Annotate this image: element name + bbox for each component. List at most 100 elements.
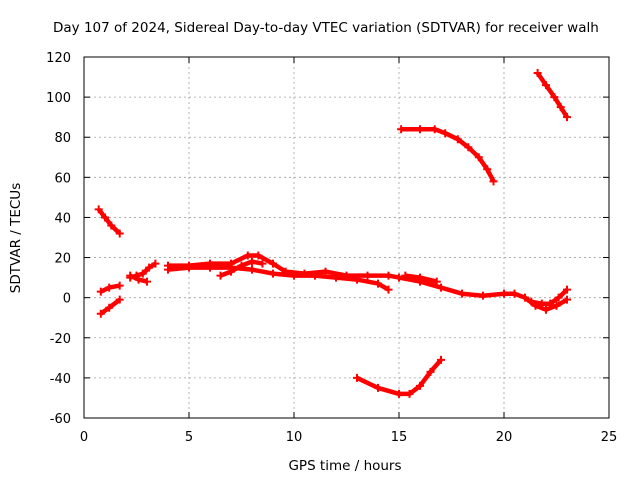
data-point (426, 367, 435, 376)
data-point (479, 291, 487, 300)
data-point (552, 301, 561, 310)
data-point (437, 283, 445, 292)
x-tick-label: 20 (496, 430, 513, 445)
series-arc-13 (533, 69, 571, 122)
x-axis-label: GPS time / hours (288, 458, 401, 474)
data-point (105, 303, 114, 312)
data-point (216, 271, 225, 280)
series-arc-10 (527, 285, 571, 308)
data-point (432, 277, 441, 286)
x-tick-label: 15 (391, 430, 408, 445)
data-point (96, 309, 105, 318)
series-arc-5 (126, 271, 151, 286)
y-tick-label: -40 (50, 372, 71, 387)
data-point (563, 113, 571, 122)
plot-frame (83, 56, 610, 419)
y-tick-label: -60 (50, 412, 71, 427)
data-point (237, 261, 246, 270)
data-point (107, 221, 116, 230)
data-point (151, 259, 160, 268)
data-point (374, 383, 382, 392)
data-point (115, 281, 124, 290)
series-arc-7 (164, 251, 571, 314)
data-point (143, 277, 151, 286)
data-point (115, 229, 124, 238)
data-point (563, 285, 571, 294)
data-point (500, 289, 508, 298)
series-arc-3 (96, 295, 124, 318)
data-point (458, 289, 466, 298)
data-point (206, 259, 214, 268)
y-tick-label: 40 (54, 211, 71, 226)
series-arc-2 (96, 281, 124, 296)
data-point (101, 213, 109, 222)
data-point (281, 267, 290, 276)
y-tick-label: 100 (46, 91, 71, 106)
data-point (145, 263, 154, 272)
axis-ticks: 0 5 10 15 20 25 -60 -40 -20 0 20 40 60 80 100 120 (46, 51, 617, 445)
y-tick-label: 80 (54, 131, 71, 146)
data-point (430, 125, 439, 134)
data-point (227, 267, 235, 276)
data-point (185, 261, 193, 270)
data-point (464, 143, 473, 152)
data-point (269, 259, 277, 268)
data-point (537, 299, 546, 308)
data-point (550, 93, 559, 102)
data-point (248, 257, 256, 266)
y-tick-label: 120 (46, 51, 71, 66)
data-point (138, 269, 147, 278)
data-point (416, 125, 424, 134)
data-point (94, 205, 103, 214)
x-tick-label: 0 (80, 430, 88, 445)
series-line (96, 208, 122, 236)
data-point (269, 269, 277, 278)
data-point (164, 261, 172, 270)
data-point (554, 293, 563, 302)
data-point (453, 135, 462, 144)
series-arc-9 (401, 271, 441, 286)
data-point (556, 103, 565, 112)
data-point (527, 297, 536, 306)
data-point (134, 275, 143, 284)
x-tick-label: 10 (286, 430, 303, 445)
data-point (416, 273, 424, 282)
data-point (395, 389, 403, 398)
data-point (227, 259, 235, 268)
data-point (542, 81, 550, 90)
data-point (563, 295, 571, 304)
data-point (321, 267, 330, 276)
data-point (401, 271, 410, 280)
data-point (342, 271, 351, 280)
data-point (248, 265, 256, 274)
data-point (474, 153, 483, 162)
data-point (126, 271, 135, 280)
data-point (243, 251, 252, 260)
data-point (437, 355, 445, 364)
data-point (374, 279, 382, 288)
y-tick-label: 60 (54, 171, 71, 186)
data-point (353, 373, 361, 382)
data-point (489, 177, 498, 186)
data-point (300, 269, 309, 278)
data-point (254, 251, 263, 260)
series-arc-11 (353, 355, 445, 398)
series-arc-1 (94, 205, 124, 238)
y-tick-label: -20 (50, 332, 71, 347)
data-point (416, 381, 424, 390)
data-point (363, 271, 372, 280)
y-tick-label: 0 (63, 292, 71, 307)
data-point (105, 283, 114, 292)
grid-lines (84, 57, 609, 418)
chart-title: Day 107 of 2024, Sidereal Day-to-day VTE… (53, 20, 599, 36)
data-point (96, 287, 105, 296)
data-point (395, 273, 403, 282)
series-arc-8 (216, 257, 267, 280)
data-point (483, 165, 492, 174)
x-tick-label: 5 (185, 430, 193, 445)
data-point (397, 125, 406, 134)
y-axis-label: SDTVAR / TECUs (8, 183, 24, 293)
series-arc-12 (397, 125, 498, 186)
